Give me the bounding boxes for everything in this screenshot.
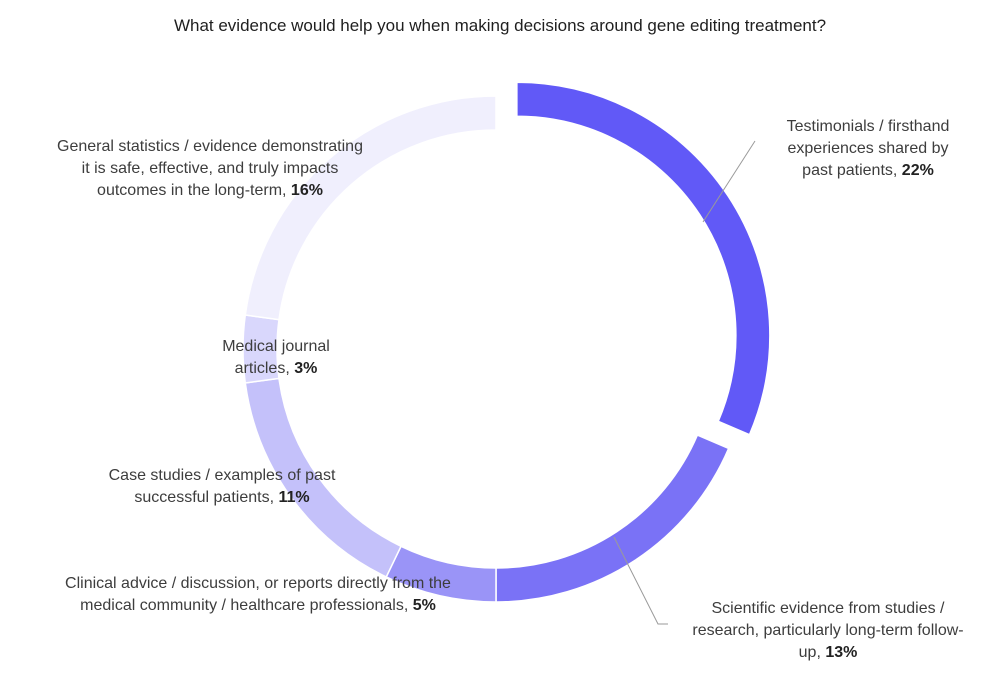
slice-value-label: 13% bbox=[825, 644, 857, 661]
slice-label-2: Scientific evidence from studies / resear… bbox=[692, 600, 963, 661]
donut-slice-1 bbox=[516, 81, 771, 436]
slice-label-line: it is safe, effective, and truly impacts bbox=[82, 160, 339, 177]
slice-label-3: Clinical advice / discussion, or reports… bbox=[65, 575, 451, 614]
donut-slice-6 bbox=[244, 95, 497, 321]
slice-label-line: articles, 3% bbox=[235, 360, 318, 377]
slice-value-label: 22% bbox=[902, 162, 934, 179]
slice-value-label: 5% bbox=[413, 597, 436, 614]
donut-slices bbox=[242, 81, 771, 603]
slice-value-label: 16% bbox=[291, 182, 323, 199]
slice-label-line: outcomes in the long-term, 16% bbox=[97, 182, 323, 199]
leader-line-2 bbox=[613, 536, 668, 625]
slice-label-line: up, 13% bbox=[799, 644, 858, 661]
slice-label-5: Medical journal articles, 3% bbox=[222, 338, 330, 377]
slice-label-line: Medical journal bbox=[222, 338, 330, 355]
leader-line-1 bbox=[702, 140, 756, 223]
slice-label-line: Clinical advice / discussion, or reports… bbox=[65, 575, 451, 592]
slice-label-1: Testimonials / firsthand experiences shar… bbox=[787, 118, 950, 179]
slice-labels: Testimonials / firsthand experiences shar… bbox=[57, 118, 964, 661]
donut-slice-2 bbox=[495, 434, 730, 603]
slice-label-6: General statistics / evidence demonstrat… bbox=[57, 138, 363, 199]
slice-label-line: successful patients, 11% bbox=[134, 489, 309, 506]
slice-value-label: 3% bbox=[294, 360, 317, 377]
slice-label-line: research, particularly long-term follow- bbox=[692, 622, 963, 639]
slice-label-line: Testimonials / firsthand bbox=[787, 118, 950, 135]
leader-lines bbox=[613, 140, 756, 625]
slice-value-label: 11% bbox=[278, 489, 309, 506]
slice-label-4: Case studies / examples of past successfu… bbox=[109, 467, 336, 506]
slice-label-line: experiences shared by bbox=[788, 140, 949, 157]
slice-label-line: General statistics / evidence demonstrat… bbox=[57, 138, 363, 155]
chart-title: What evidence would help you when making… bbox=[174, 16, 826, 35]
slice-label-line: Scientific evidence from studies / bbox=[712, 600, 946, 617]
slice-label-line: medical community / healthcare professio… bbox=[80, 597, 436, 614]
slice-label-line: Case studies / examples of past bbox=[109, 467, 336, 484]
slice-label-line: past patients, 22% bbox=[802, 162, 934, 179]
